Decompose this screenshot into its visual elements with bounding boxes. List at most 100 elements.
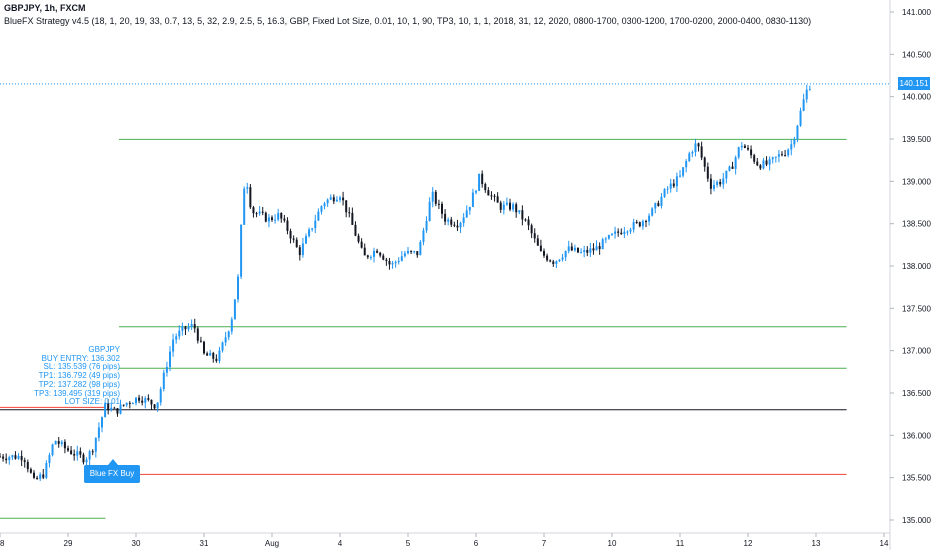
candle-body: [33, 472, 35, 478]
candle-body: [478, 173, 481, 191]
candle-body: [759, 165, 762, 169]
candle-body: [626, 231, 629, 233]
candle-body: [635, 222, 638, 224]
candle-body: [400, 256, 403, 261]
y-tick-label: 138.000: [902, 262, 931, 271]
candle-body: [675, 176, 678, 187]
candle-body: [524, 219, 527, 221]
x-tick-label: 28: [0, 539, 5, 548]
candle-body: [586, 249, 589, 253]
candle-body: [796, 125, 799, 140]
candle-body: [604, 238, 607, 240]
y-tick-label: 140.000: [902, 93, 931, 102]
candlesticks: [0, 84, 811, 482]
candle-body: [150, 399, 153, 405]
candle-body: [314, 220, 317, 229]
y-tick-label: 136.500: [902, 389, 931, 398]
candle-body: [706, 166, 709, 179]
candle-body: [190, 324, 193, 327]
candle-body: [645, 221, 647, 223]
candle-body: [663, 189, 666, 197]
candle-body: [159, 388, 162, 403]
candle-body: [169, 351, 171, 368]
x-tick-label: 11: [676, 539, 685, 548]
candle-body: [162, 372, 165, 389]
candle-body: [11, 455, 14, 458]
candle-body: [453, 224, 456, 226]
candle-body: [737, 147, 740, 158]
candle-body: [691, 152, 694, 154]
candle-body: [79, 451, 82, 455]
candle-body: [113, 407, 116, 409]
candle-body: [274, 219, 277, 221]
candle-body: [397, 260, 400, 262]
candle-body: [125, 402, 128, 406]
candle-body: [345, 200, 348, 213]
last-price-tag: 140.151: [898, 77, 930, 90]
candle-body: [311, 228, 314, 230]
candle-body: [753, 155, 756, 162]
candle-body: [348, 212, 351, 214]
candle-body: [549, 260, 552, 262]
trade-info-line: GBPJPY: [88, 345, 120, 354]
candle-body: [237, 276, 239, 300]
candle-body: [82, 454, 85, 463]
candle-body: [196, 328, 199, 341]
candle-body: [243, 188, 246, 225]
candle-body: [29, 469, 32, 473]
candle-body: [533, 233, 536, 239]
candle-body: [97, 427, 100, 438]
time-axis[interactable]: 28 29 30 31 Aug 4 5 6 7 10 11 12 13 14: [0, 533, 889, 548]
candle-body: [63, 441, 66, 449]
candle-body: [308, 229, 311, 237]
candle-body: [774, 156, 777, 158]
candle-body: [799, 110, 802, 126]
candle-body: [416, 251, 419, 256]
candle-body: [255, 213, 258, 215]
candle-body: [128, 402, 131, 404]
level-lines: [0, 138, 847, 519]
candle-body: [638, 222, 641, 227]
candle-body: [620, 232, 623, 235]
candle-body: [246, 187, 249, 189]
candle-body: [67, 448, 69, 451]
symbol-title[interactable]: GBPJPY, 1h, FXCM: [4, 3, 86, 13]
x-tick-label: 14: [880, 539, 889, 548]
candle-body: [629, 229, 632, 232]
candle-body: [598, 246, 601, 250]
candle-body: [119, 404, 122, 414]
y-tick-label: 135.500: [902, 474, 931, 483]
candle-body: [697, 143, 700, 147]
candle-body: [178, 330, 181, 337]
candle-body: [193, 324, 196, 329]
candle-body: [335, 199, 338, 202]
candle-body: [91, 451, 94, 453]
candle-body: [165, 367, 168, 373]
x-tick-label: 7: [542, 539, 547, 548]
candle-body: [376, 250, 379, 253]
candle-body: [45, 462, 48, 478]
candle-body: [360, 241, 363, 248]
candle-body: [722, 178, 725, 185]
study-legend[interactable]: BlueFX Strategy v4.5 (18, 1, 20, 19, 33,…: [4, 16, 812, 26]
candle-body: [252, 207, 255, 214]
candle-body: [410, 250, 413, 252]
candle-body: [184, 326, 187, 330]
price-axis[interactable]: 141.000 140.500 140.000 139.500 139.000 138.5…: [890, 8, 931, 525]
candle-body: [805, 89, 808, 100]
candle-body: [54, 441, 57, 445]
candle-body: [459, 222, 462, 228]
candle-body: [784, 155, 787, 157]
candle-body: [394, 261, 397, 264]
candle-body: [369, 256, 372, 258]
candle-body: [567, 246, 570, 251]
candle-body: [36, 477, 39, 479]
candle-body: [573, 247, 576, 251]
candle-body: [301, 243, 304, 256]
candle-body: [709, 178, 712, 189]
candle-body: [431, 191, 434, 202]
candle-body: [740, 145, 743, 148]
candle-body: [518, 210, 521, 213]
